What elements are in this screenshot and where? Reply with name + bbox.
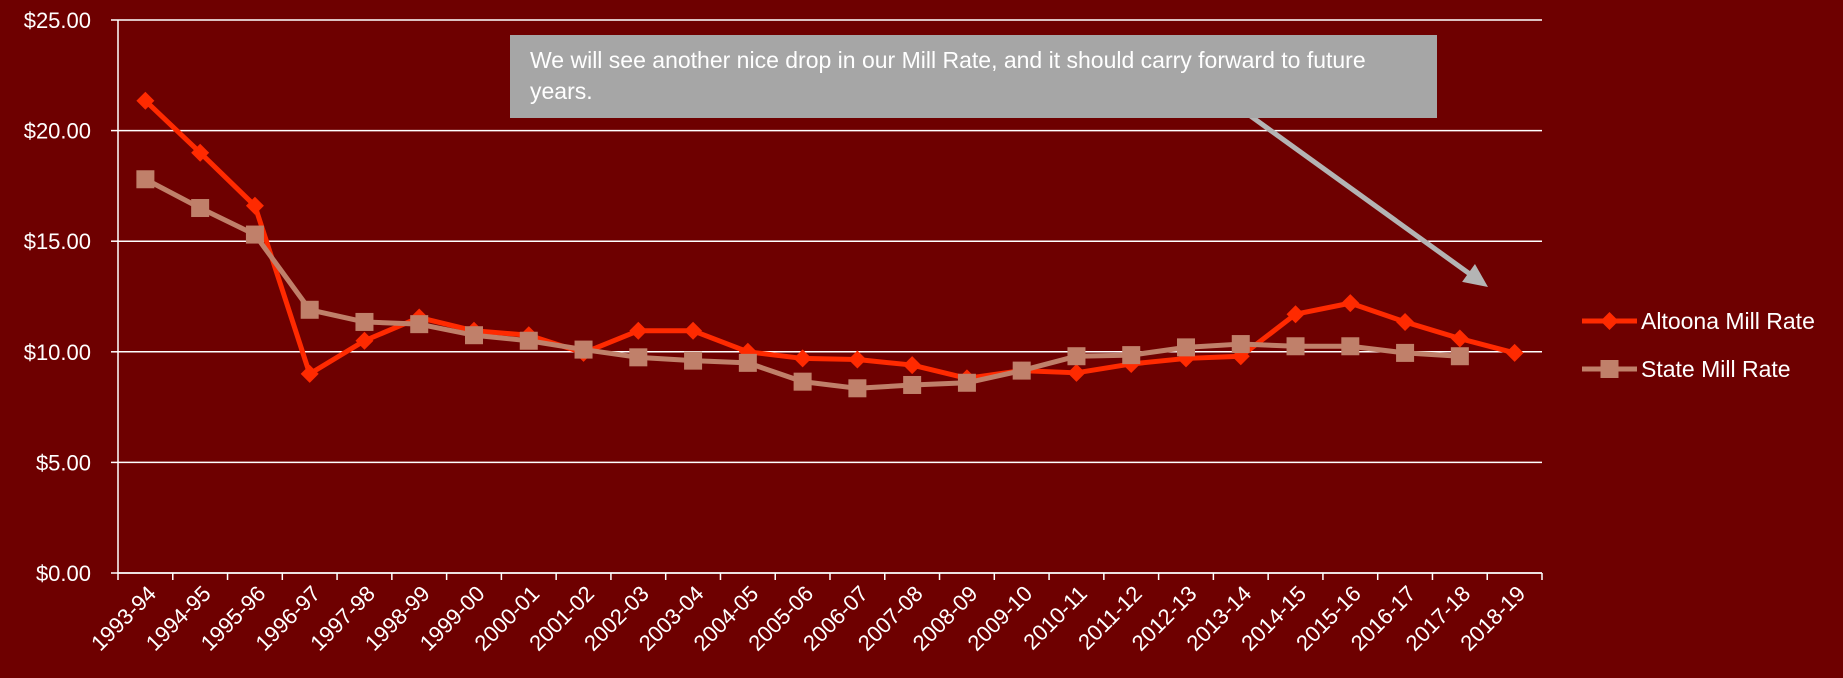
data-point — [684, 321, 703, 340]
arrow-head — [1462, 264, 1488, 287]
y-tick-label: $5.00 — [36, 450, 91, 475]
data-point — [574, 340, 593, 359]
data-point — [957, 373, 976, 392]
data-point — [1341, 337, 1360, 356]
data-point — [903, 375, 922, 394]
y-tick-label: $15.00 — [24, 229, 91, 254]
y-tick-label: $25.00 — [24, 8, 91, 33]
legend-label: State Mill Rate — [1641, 356, 1791, 382]
legend-label: Altoona Mill Rate — [1641, 308, 1815, 334]
x-axis: 1993-941994-951995-961996-971997-981998-… — [86, 572, 1543, 656]
data-point — [793, 349, 812, 368]
data-point — [1067, 347, 1086, 366]
data-point — [1177, 338, 1195, 357]
y-tick-label: $10.00 — [24, 340, 91, 365]
data-point — [1396, 312, 1415, 331]
y-axis: $0.00 $5.00 $10.00 $15.00 $20.00 $25.00 — [24, 8, 119, 586]
data-point — [793, 372, 812, 391]
data-point — [300, 364, 319, 383]
data-point — [245, 196, 264, 215]
legend-marker — [1600, 360, 1619, 378]
y-tick-label: $0.00 — [36, 561, 91, 586]
data-point — [519, 331, 538, 350]
series-layer — [136, 91, 1524, 398]
data-point — [1396, 343, 1415, 362]
data-point — [465, 326, 483, 345]
data-point — [1231, 335, 1250, 354]
data-point — [684, 351, 703, 370]
data-point — [355, 312, 374, 331]
legend: Altoona Mill Rate State Mill Rate — [1582, 308, 1815, 382]
data-point — [738, 353, 757, 372]
data-point — [1012, 361, 1031, 380]
legend-marker — [1600, 312, 1619, 330]
data-point — [136, 91, 155, 110]
data-point — [1450, 329, 1469, 348]
data-point — [1341, 294, 1360, 313]
data-point — [410, 315, 429, 334]
data-point — [629, 321, 648, 340]
series-line — [143, 98, 1516, 381]
data-point — [1286, 337, 1305, 356]
data-point — [191, 143, 210, 162]
data-point — [1122, 346, 1141, 365]
data-point — [136, 170, 155, 189]
data-point — [903, 356, 922, 375]
data-point — [629, 348, 648, 367]
data-point — [1067, 363, 1086, 382]
data-point — [245, 225, 264, 244]
y-tick-label: $20.00 — [24, 119, 91, 144]
data-point — [1286, 305, 1305, 324]
arrow-shaft — [1243, 109, 1476, 280]
annotation-callout: We will see another nice drop in our Mil… — [510, 35, 1437, 118]
data-point — [848, 379, 867, 398]
data-point — [300, 300, 319, 319]
data-point — [848, 350, 867, 369]
callout-arrow — [1243, 109, 1488, 287]
data-point — [355, 331, 374, 350]
data-point — [1505, 343, 1524, 362]
annotation-text: We will see another nice drop in our Mil… — [530, 47, 1366, 104]
data-point — [191, 199, 210, 218]
data-point — [1450, 347, 1469, 366]
